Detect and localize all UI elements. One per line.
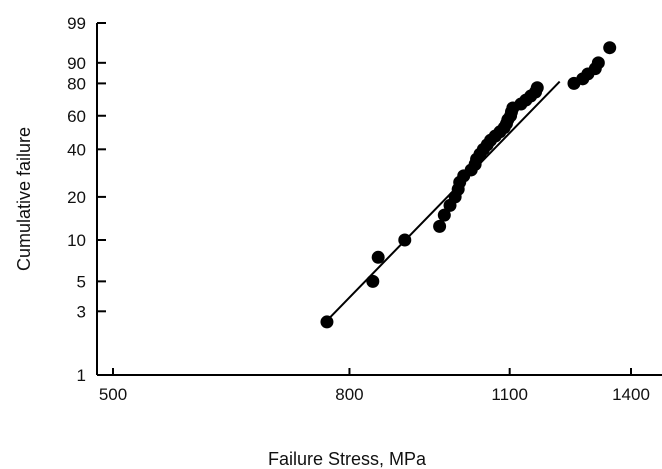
data-point	[530, 81, 544, 95]
data-point	[433, 219, 447, 233]
data-point	[320, 315, 334, 329]
x-axis-ticks: 500 800 1100 1400	[99, 368, 650, 404]
y-tick-label: 80	[67, 74, 86, 93]
y-tick-label: 10	[67, 231, 86, 250]
x-tick-label: 1400	[612, 385, 650, 404]
data-point	[366, 274, 380, 288]
x-tick-label: 1100	[491, 385, 528, 404]
data-point	[371, 250, 385, 264]
y-tick-label: 60	[67, 107, 86, 126]
y-tick-label: 40	[67, 140, 86, 159]
x-axis-title: Failure Stress, MPa	[268, 449, 427, 469]
data-point	[591, 56, 605, 70]
data-points	[320, 41, 617, 329]
y-tick-label: 5	[77, 272, 86, 291]
x-tick-label: 800	[335, 385, 363, 404]
fit-line	[324, 80, 561, 323]
y-tick-label: 99	[67, 14, 86, 33]
x-tick-label: 500	[99, 385, 127, 404]
y-tick-label: 20	[67, 188, 86, 207]
y-tick-label: 3	[77, 302, 86, 321]
data-point	[603, 41, 617, 55]
y-tick-label: 1	[77, 366, 86, 385]
y-tick-label: 90	[67, 54, 86, 73]
data-point	[437, 208, 451, 222]
data-point	[398, 233, 412, 247]
y-axis-title: Cumulative failure	[14, 127, 34, 271]
